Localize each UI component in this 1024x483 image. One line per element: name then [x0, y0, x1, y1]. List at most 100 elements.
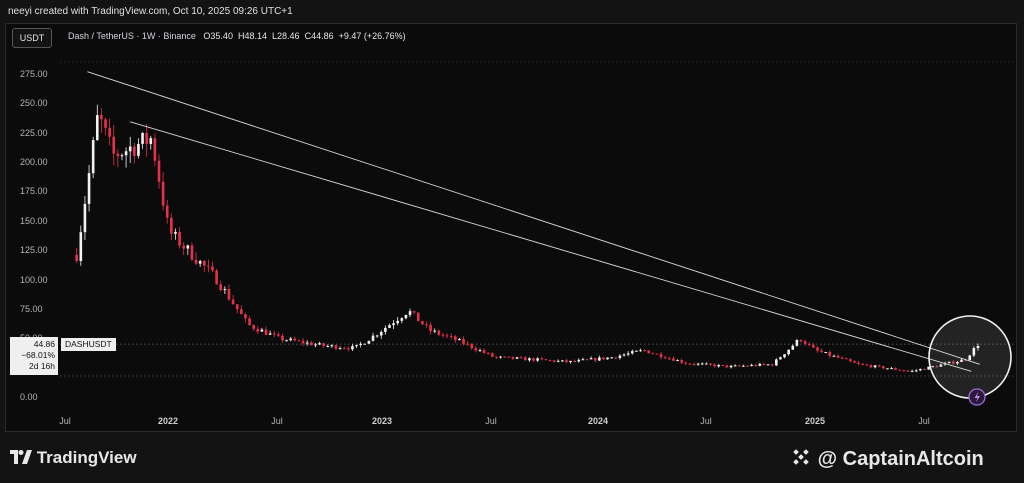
candle-body	[309, 342, 313, 346]
candle-body	[260, 329, 264, 332]
candle-body	[593, 358, 597, 361]
candle-body	[454, 336, 457, 341]
candle-body	[766, 364, 770, 366]
candle-body	[351, 346, 354, 350]
candle-body	[133, 146, 136, 156]
candle-body	[647, 350, 651, 354]
y-tick-label: 150.00	[20, 215, 48, 226]
candle-body	[614, 357, 618, 359]
candle-body	[713, 364, 716, 367]
symbol-tag: DASHUSDT	[61, 338, 116, 351]
candle-body	[890, 368, 893, 370]
binance-diamond-icon	[793, 449, 809, 465]
candle-body	[347, 348, 350, 350]
open-label: O	[203, 31, 211, 41]
candle-body	[762, 363, 766, 365]
candle-body	[655, 353, 659, 355]
candle-body	[795, 339, 799, 346]
candle-body	[215, 270, 218, 285]
candle-body	[305, 342, 309, 344]
candle-body	[272, 333, 276, 335]
candle-body	[252, 325, 255, 329]
chart-caption: neeyi created with TradingView.com, Oct …	[8, 6, 293, 17]
candle-body	[836, 355, 840, 358]
watermark: @ CaptainAltcoin	[790, 446, 984, 471]
candle-body	[939, 364, 943, 367]
candle-body	[231, 299, 235, 305]
candle-body	[416, 312, 420, 322]
candle-body	[659, 353, 663, 358]
candle-body	[816, 347, 819, 351]
candle-body	[388, 325, 391, 328]
candle-body	[149, 138, 153, 144]
candle-body	[606, 357, 609, 360]
candle-body	[384, 327, 387, 332]
candle-body	[692, 363, 696, 365]
candle-body	[700, 363, 704, 365]
candle-body	[754, 364, 758, 366]
candle-body	[178, 231, 181, 246]
candle-body	[519, 357, 523, 359]
y-tick-label: 225.00	[20, 127, 48, 138]
candle-body	[787, 349, 790, 355]
candle-body	[914, 370, 918, 372]
lightning-icon[interactable]	[968, 388, 986, 406]
candle-body	[569, 360, 572, 363]
candle-body	[277, 334, 280, 336]
candle-body	[581, 359, 585, 361]
candle-body	[886, 368, 889, 370]
candle-body	[585, 359, 589, 361]
y-tick-label: 125.00	[20, 245, 48, 256]
y-tick-label: 275.00	[20, 69, 48, 79]
candle-body	[573, 360, 576, 362]
candle-body	[79, 232, 83, 262]
candle-body	[857, 362, 860, 364]
candle-body	[318, 343, 321, 345]
candle-body	[120, 155, 124, 157]
ohlc-values: O35.40 H48.14 L28.46 C44.86 +9.47 (+26.7…	[203, 31, 405, 41]
close-label: C	[304, 31, 312, 41]
candle-body	[602, 357, 605, 360]
candle-body	[622, 354, 626, 356]
candle-body	[770, 364, 774, 366]
candle-body	[87, 173, 91, 204]
candle-body	[219, 284, 223, 291]
candle-body	[445, 335, 449, 337]
candle-body	[367, 340, 371, 344]
trendline-1	[87, 71, 980, 365]
candle-body	[285, 340, 288, 342]
y-tick-label: 250.00	[20, 98, 48, 109]
candle-body	[552, 360, 556, 362]
candle-body	[523, 357, 527, 361]
candle-body	[931, 366, 934, 368]
candle-body	[227, 288, 231, 300]
candle-body	[363, 343, 367, 345]
candle-body	[433, 330, 437, 332]
candle-body	[630, 351, 634, 354]
candle-body	[404, 314, 408, 319]
candle-body	[486, 352, 490, 354]
candle-body	[853, 361, 856, 363]
candle-body	[495, 356, 498, 358]
candle-body	[540, 358, 544, 360]
candle-body	[425, 324, 428, 326]
chart-legend: Dash / TetherUS · 1W · Binance O35.40 H4…	[68, 31, 406, 41]
candle-body	[507, 356, 511, 358]
candle-body	[737, 365, 741, 367]
candle-body	[124, 151, 128, 156]
candle-body	[947, 361, 951, 364]
x-tick-label: 2025	[804, 416, 826, 426]
candle-body	[194, 259, 198, 264]
candle-body	[725, 365, 729, 368]
low-label: L	[272, 31, 278, 41]
trendline-2	[130, 121, 972, 372]
candle-body	[927, 366, 930, 370]
candle-body	[322, 343, 325, 346]
candle-body	[429, 324, 432, 332]
candle-body	[976, 345, 980, 349]
candle-body	[91, 140, 95, 174]
candle-body	[421, 321, 424, 325]
currency-button[interactable]: USDT	[12, 28, 52, 48]
candle-body	[709, 363, 712, 365]
